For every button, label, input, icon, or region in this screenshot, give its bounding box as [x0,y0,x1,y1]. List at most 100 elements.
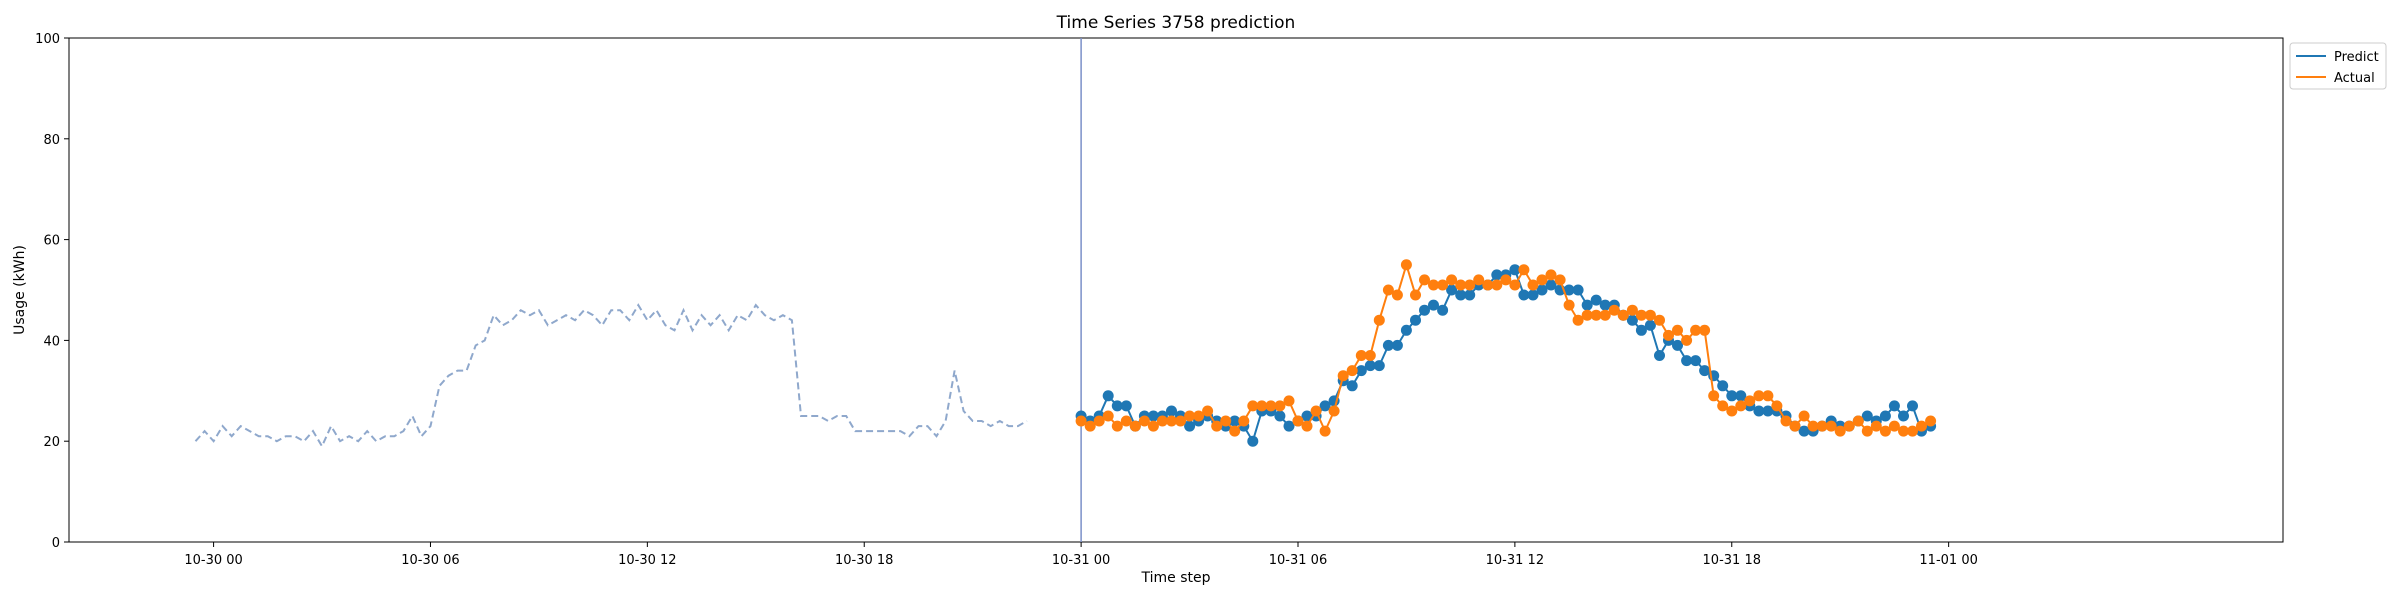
data-point-predict [1527,289,1539,301]
data-point-actual [1500,274,1512,286]
y-tick-label: 0 [52,536,60,551]
data-point-actual [1870,420,1882,432]
data-point-actual [1690,324,1702,336]
data-point-actual [1527,279,1539,291]
data-point-predict [1753,405,1765,417]
data-point-predict [1437,304,1449,316]
y-tick-label: 20 [43,435,60,450]
x-tick-label: 11-01 00 [1919,553,1977,568]
data-point-actual [1400,259,1412,271]
data-point-actual [1247,400,1259,412]
data-point-predict [1464,289,1476,301]
data-point-actual [1166,415,1177,427]
y-tick-label: 60 [43,234,60,249]
data-point-actual [1898,425,1909,437]
data-point-actual [1238,415,1250,427]
data-point-predict [1536,284,1548,296]
data-point-actual [1572,314,1584,326]
data-point-predict [1229,415,1241,427]
data-point-predict [1509,264,1521,276]
data-point-actual [1545,269,1557,281]
data-point-actual [1644,309,1656,321]
data-point-actual [1735,400,1747,412]
data-point-actual [1428,279,1439,291]
data-point-actual [1617,309,1629,321]
data-point-actual [1717,400,1729,412]
data-point-actual [1075,415,1087,427]
data-point-predict [1400,324,1412,336]
data-point-actual [1771,400,1783,412]
data-point-actual [1364,350,1376,361]
data-point-predict [1888,400,1900,412]
data-point-predict [1184,420,1196,432]
x-tick-label: 10-30 00 [184,553,242,568]
legend: Predict Actual [2289,42,2387,90]
data-point-actual [1626,304,1638,316]
data-point-actual [1373,314,1385,326]
data-point-actual [1337,370,1349,382]
data-point-actual [1229,425,1241,437]
data-point-actual [1681,334,1693,346]
series-layer [194,38,1937,542]
data-point-actual [1093,415,1105,427]
data-point-predict [1581,299,1593,311]
data-point-actual [1202,405,1214,417]
data-point-predict [1654,350,1665,361]
y-tick-label: 40 [43,334,60,349]
data-point-predict [1690,355,1702,367]
data-point-actual [1129,420,1141,432]
data-point-predict [1545,279,1557,291]
data-point-actual [1355,350,1367,361]
data-point-predict [1907,400,1918,412]
data-point-predict [1373,360,1385,372]
data-point-actual [1120,415,1132,427]
data-point-predict [1518,289,1530,301]
data-point-predict [1798,425,1810,437]
data-point-actual [1310,405,1322,417]
data-point-actual [1319,425,1331,437]
y-tick-label: 100 [35,32,60,47]
data-point-predict [1102,390,1114,402]
data-point-actual [1346,365,1358,377]
legend-label-actual: Actual [2334,71,2375,86]
data-point-actual [1292,415,1304,427]
data-point-actual [1437,279,1449,291]
data-point-actual [1084,420,1096,432]
x-tick-label: 10-31 06 [1269,553,1327,568]
data-point-actual [1482,279,1494,291]
history-line [194,303,1028,449]
data-point-actual [1283,395,1295,407]
data-point-actual [1599,309,1611,321]
data-point-actual [1102,410,1114,422]
data-point-predict [1762,405,1774,417]
data-point-actual [1220,415,1232,427]
data-point-predict [1590,294,1602,306]
data-point-actual [1635,309,1647,321]
data-point-actual [1708,390,1720,402]
data-point-predict [1491,269,1503,281]
data-point-predict [1247,435,1259,447]
data-point-actual [1491,279,1503,291]
data-point-actual [1301,420,1313,432]
data-point-actual [1382,284,1394,296]
data-point-predict [1735,390,1747,402]
data-point-actual [1147,420,1159,432]
data-point-predict [1681,355,1693,367]
data-point-actual [1518,264,1530,276]
data-point-predict [1563,284,1575,296]
data-point-actual [1744,395,1756,407]
data-point-actual [1654,314,1665,326]
data-point-predict [1147,410,1159,422]
data-point-predict [1572,284,1584,296]
data-point-actual [1274,400,1286,412]
series-points-actual [1075,259,1937,437]
x-axis: 10-30 00 10-30 06 10-30 12 10-30 18 10-31 00… [184,542,1978,568]
data-point-actual [1156,415,1168,427]
data-point-actual [1419,274,1430,286]
x-tick-label: 10-31 00 [1052,553,1110,568]
data-point-actual [1391,289,1403,301]
data-point-predict [1455,289,1467,301]
x-tick-label: 10-30 06 [401,553,459,568]
data-point-predict [1428,299,1439,311]
